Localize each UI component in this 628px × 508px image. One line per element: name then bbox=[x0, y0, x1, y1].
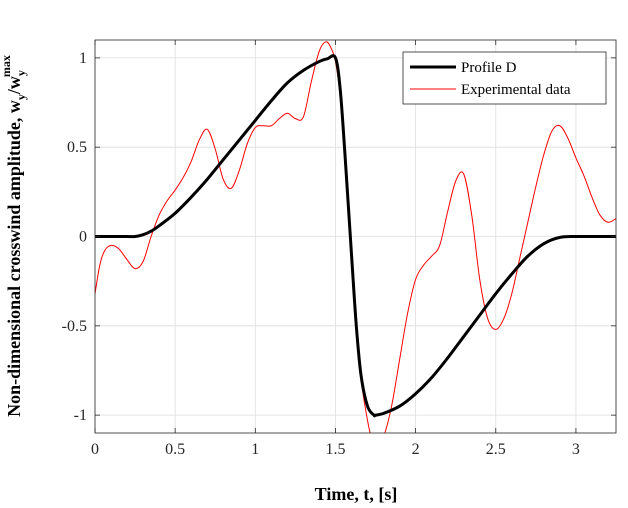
grid-lines bbox=[94, 40, 616, 433]
x-tick-label: 3 bbox=[572, 441, 580, 458]
y-tick-label: 1 bbox=[79, 50, 87, 67]
series-line-profile-d bbox=[95, 54, 616, 418]
series-layer bbox=[95, 41, 616, 433]
x-tick-label: 2 bbox=[412, 441, 420, 458]
legend-label-profile-d: Profile D bbox=[461, 60, 517, 76]
y-axis-label-sup: max bbox=[0, 55, 13, 77]
x-tick-label: 0.5 bbox=[165, 441, 185, 458]
y-tick-label: -1 bbox=[74, 407, 87, 424]
y-axis-label-sub1: y bbox=[14, 94, 28, 100]
y-axis-label-mid: /w bbox=[4, 76, 24, 95]
y-tick-labels: -1 -0.5 0 0.5 1 bbox=[62, 50, 87, 424]
x-tick-label: 0 bbox=[91, 441, 99, 458]
y-tick-label: 0 bbox=[79, 229, 87, 246]
x-tick-label: 2.5 bbox=[486, 441, 506, 458]
legend-label-experimental-data: Experimental data bbox=[461, 82, 571, 98]
x-tick-label: 1.5 bbox=[325, 441, 345, 458]
y-axis-label: Non-dimensional crosswind amplitude, wy/… bbox=[0, 55, 28, 417]
y-axis-label-sub2: y bbox=[14, 70, 28, 76]
x-axis-label: Time, t, [s] bbox=[315, 484, 398, 504]
x-tick-labels: 0 0.5 1 1.5 2 2.5 3 bbox=[91, 441, 580, 458]
legend-box bbox=[402, 51, 607, 105]
axis-ticks bbox=[94, 40, 616, 433]
legend: Profile D Experimental data bbox=[402, 51, 607, 105]
y-tick-label: 0.5 bbox=[67, 139, 87, 156]
y-axis-label-main: Non-dimensional crosswind amplitude, w bbox=[4, 100, 24, 417]
x-tick-label: 1 bbox=[251, 441, 259, 458]
y-tick-label: -0.5 bbox=[62, 318, 87, 335]
